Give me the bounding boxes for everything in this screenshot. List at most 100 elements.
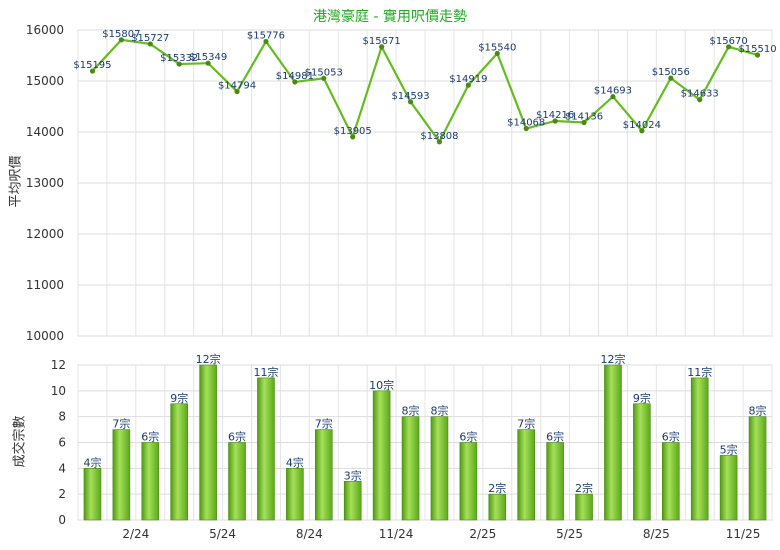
- count-y-tick-label: 8: [58, 410, 66, 424]
- price-point: [754, 52, 761, 58]
- price-y-tick-label: 16000: [26, 23, 64, 37]
- count-bar: [199, 364, 217, 521]
- price-data-label: $14794: [218, 81, 256, 92]
- price-point: [639, 128, 645, 134]
- count-y-tick-label: 10: [51, 384, 66, 398]
- x-tick-label: 5/25: [556, 527, 583, 541]
- price-data-label: $15056: [652, 67, 690, 78]
- price-point: [494, 50, 500, 57]
- price-point: [176, 61, 182, 67]
- price-data-label: $15349: [189, 52, 227, 63]
- count-bar: [661, 442, 680, 521]
- count-data-label: 7宗: [315, 417, 333, 431]
- price-data-label: $15540: [478, 42, 516, 53]
- price-y-tick-label: 12000: [26, 227, 64, 241]
- count-data-label: 2宗: [575, 481, 593, 495]
- price-y-tick-label: 11000: [26, 278, 64, 292]
- count-bar: [430, 416, 449, 521]
- price-point: [263, 38, 269, 45]
- price-point: [350, 134, 356, 140]
- x-tick-label: 8/25: [643, 527, 670, 541]
- count-data-label: 2宗: [488, 481, 506, 495]
- count-data-label: 8宗: [749, 404, 767, 418]
- count-data-label: 12宗: [196, 352, 221, 366]
- count-bar: [286, 468, 304, 521]
- count-bar: [372, 390, 391, 521]
- count-data-label: 7宗: [517, 417, 535, 431]
- price-data-label: $14068: [507, 118, 545, 129]
- count-bar: [228, 442, 246, 521]
- price-data-label: $14633: [681, 89, 719, 100]
- price-point: [379, 44, 385, 50]
- count-bar: [401, 416, 420, 521]
- price-data-label: $14919: [449, 74, 487, 85]
- count-y-tick-label: 4: [58, 461, 66, 475]
- count-data-label: 6宗: [546, 430, 564, 444]
- price-y-tick-label: 14000: [26, 125, 64, 139]
- price-data-label: $13808: [420, 131, 458, 142]
- deal-count-bar-chart: 0 2 4 6 8 10 12 4宗 7宗 6宗 9宗 12宗 6宗 11宗 4宗 7宗 3宗 10宗 8宗 8宗 6宗…: [51, 352, 773, 541]
- price-point: [465, 82, 471, 88]
- x-tick-label: 2/24: [122, 527, 149, 541]
- count-data-label: 7宗: [112, 417, 130, 431]
- count-data-label: 6宗: [228, 430, 246, 444]
- count-y-tick-label: 2: [58, 487, 66, 501]
- price-data-label: $14593: [391, 91, 429, 102]
- count-bar: [488, 493, 507, 521]
- count-bar: [83, 468, 102, 521]
- price-point: [523, 125, 529, 132]
- price-point: [234, 88, 240, 95]
- x-tick-label: 11/24: [379, 527, 414, 541]
- price-point: [552, 118, 558, 124]
- count-data-label: 11宗: [253, 365, 278, 379]
- price-data-label: $15053: [305, 67, 343, 78]
- price-data-label: $15671: [363, 36, 401, 47]
- price-point: [610, 94, 616, 100]
- price-y-tick-label: 13000: [26, 176, 64, 190]
- count-bar: [314, 429, 333, 521]
- count-bar: [343, 480, 362, 521]
- price-data-label: $15776: [247, 30, 285, 41]
- count-bar: [575, 493, 593, 521]
- price-point: [321, 75, 327, 81]
- count-bar: [719, 455, 738, 521]
- count-data-label: 9宗: [633, 391, 651, 405]
- count-data-label: 4宗: [286, 455, 304, 469]
- price-data-label: $14216: [536, 110, 574, 121]
- price-point: [147, 41, 153, 47]
- x-tick-label: 5/24: [209, 527, 236, 541]
- count-bar: [690, 377, 709, 521]
- count-bar: [141, 442, 160, 521]
- count-data-label: 8宗: [430, 404, 448, 418]
- price-data-label: $14136: [565, 112, 603, 123]
- count-y-tick-label: 12: [51, 358, 66, 372]
- count-data-label: 5宗: [720, 442, 738, 456]
- count-data-label: 12宗: [600, 352, 625, 366]
- count-data-label: 9宗: [170, 391, 188, 405]
- price-data-label: $15807: [102, 29, 140, 40]
- price-data-label: $15670: [710, 36, 748, 47]
- price-point: [668, 75, 674, 81]
- count-bar: [112, 429, 131, 521]
- count-bar: [604, 364, 622, 521]
- count-bar: [748, 416, 767, 521]
- price-point: [436, 139, 443, 145]
- price-data-label: $15195: [73, 60, 111, 71]
- count-data-label: 11宗: [687, 365, 712, 379]
- count-data-label: 8宗: [402, 404, 420, 418]
- count-bar: [257, 377, 275, 521]
- count-bar: [517, 429, 536, 521]
- price-point: [581, 119, 587, 126]
- price-data-label: $14981: [276, 71, 314, 82]
- price-data-label: $14693: [594, 86, 632, 97]
- price-data-label: $15332: [160, 53, 198, 64]
- count-data-label: 6宗: [662, 430, 680, 444]
- count-data-label: 10宗: [369, 378, 394, 392]
- price-line-chart: 10000 11000 12000 13000 14000 15000 16000 $1519…: [26, 23, 777, 343]
- count-bar: [633, 403, 651, 521]
- count-data-label: 3宗: [344, 468, 362, 482]
- count-data-label: 6宗: [141, 430, 159, 444]
- chart-title: 港灣豪庭 - 實用呎價走勢: [313, 9, 467, 25]
- x-tick-label: 8/24: [296, 527, 323, 541]
